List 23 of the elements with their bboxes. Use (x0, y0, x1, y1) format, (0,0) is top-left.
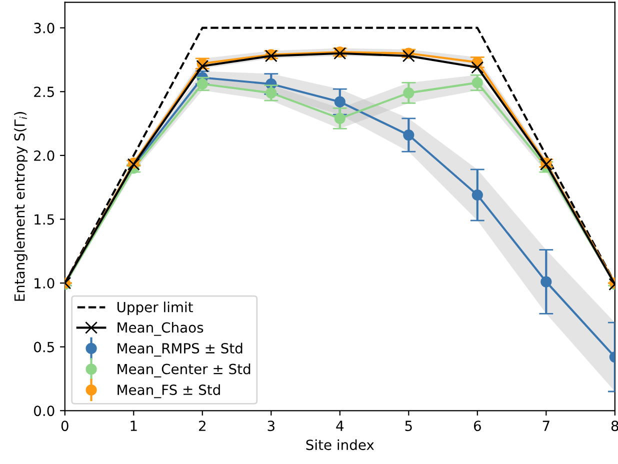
y-tick-label: 0.0 (34, 406, 54, 416)
y-tick-label: 1.5 (34, 214, 54, 225)
legend-label: Mean_FS ± Std (118, 384, 220, 398)
y-tick-label: 2.0 (34, 150, 54, 161)
legend-label: Mean_Chaos (118, 322, 204, 336)
x-tick-label: 7 (542, 420, 550, 431)
y-tick-label: 3.0 (34, 22, 54, 34)
x-tick-label: 3 (268, 420, 274, 432)
y-tick-label: 0.5 (34, 342, 54, 352)
legend-label: Mean_RMPS ± Std (118, 342, 242, 357)
y-tick-label: 2.5 (34, 86, 54, 98)
legend-label: Mean_Center ± Std (118, 364, 250, 378)
x-tick-label: 2 (198, 420, 206, 431)
y-axis-title: Entanglement entropy S(Γ$_{i}$) (14, 112, 28, 301)
x-tick-label: 4 (336, 420, 344, 431)
legend-label: Upper limit (117, 302, 193, 316)
y-tick-label: 1.0 (34, 278, 54, 289)
x-tick-label: 6 (474, 420, 481, 432)
x-tick-label: 0 (61, 420, 68, 432)
x-tick-label: 1 (130, 420, 137, 431)
x-tick-label: 8 (611, 420, 618, 432)
x-axis-title: Site index (306, 439, 374, 450)
x-tick-label: 5 (405, 420, 412, 432)
